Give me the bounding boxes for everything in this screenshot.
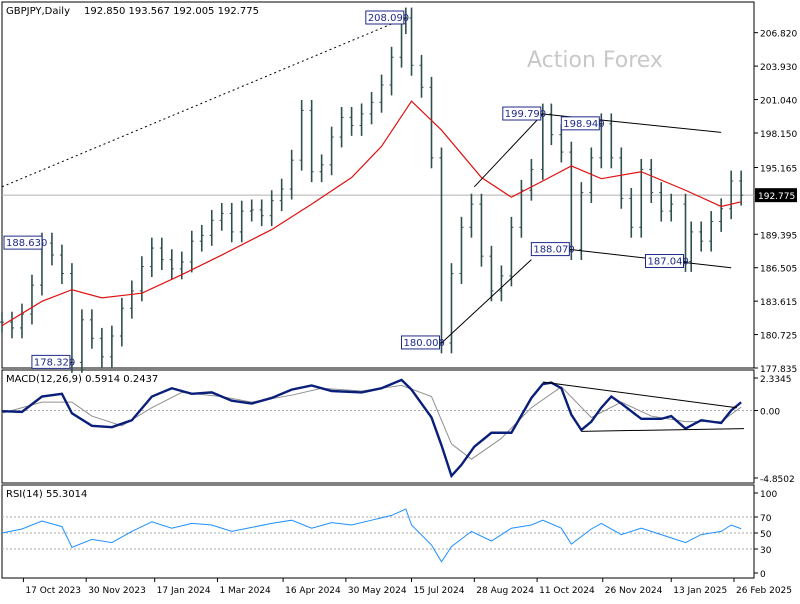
price-plot: 208.090 199.790 198.940 188.630 188.070 187.0… xyxy=(0,7,754,373)
macd-line xyxy=(1,378,742,479)
price-tick-label: 206.820 xyxy=(760,30,797,40)
annotation-box xyxy=(31,354,71,369)
x-tick-label: 16 Apr 2024 xyxy=(285,586,341,596)
rsi-panel-frame xyxy=(1,484,755,579)
moving-average-line xyxy=(1,100,742,327)
rsi-line xyxy=(1,508,742,563)
macd-trendline xyxy=(581,428,745,432)
annotation-box xyxy=(502,106,542,121)
price-tick-label: 201.040 xyxy=(760,97,797,107)
macd-tick-label: 0.00 xyxy=(760,407,780,417)
symbol-label: GBPJPY,Daily xyxy=(6,6,70,17)
annotation-label: 208.090 xyxy=(368,13,409,24)
x-tick-label: 13 Jan 2025 xyxy=(673,586,727,596)
current-price-box xyxy=(755,188,797,203)
price-tick-label: 203.930 xyxy=(760,63,797,73)
annotation-box xyxy=(644,254,684,269)
macd-title: MACD(12,26,9) 0.5914 0.2437 xyxy=(6,374,158,385)
x-tick-label: 26 Nov 2024 xyxy=(605,586,663,596)
rsi-plot xyxy=(1,508,754,563)
price-tick-label: 183.615 xyxy=(760,298,797,308)
x-tick-label: 17 Jan 2024 xyxy=(157,586,211,596)
annotation-label: 178.320 xyxy=(34,357,75,368)
annotation-label: 187.040 xyxy=(647,257,688,268)
price-tick-label: 180.725 xyxy=(760,332,797,342)
annotation-box xyxy=(365,10,405,25)
annotation-label: 199.790 xyxy=(505,109,546,120)
rsi-tick-label: 50 xyxy=(760,530,772,540)
price-tick-label: 189.395 xyxy=(760,231,797,241)
price-tick-label: 177.835 xyxy=(760,365,797,375)
axes: 206.820 203.930 201.040 198.150 195.165 192.7… xyxy=(22,30,797,596)
x-tick-label: 17 Oct 2023 xyxy=(25,586,81,596)
x-tick-label: 1 Mar 2024 xyxy=(219,586,271,596)
current-price-label: 192.775 xyxy=(758,192,795,202)
annotation-box xyxy=(530,242,570,257)
rsi-tick-label: 100 xyxy=(760,490,777,500)
annotation-box xyxy=(400,335,440,350)
x-tick-label: 26 Feb 2025 xyxy=(736,586,792,596)
annotation-label: 198.940 xyxy=(563,119,604,130)
price-tick-label: 198.150 xyxy=(760,130,797,140)
price-trendline xyxy=(473,113,544,188)
macd-plot xyxy=(1,378,754,479)
price-tick-label: 186.505 xyxy=(760,265,797,275)
x-tick-label: 30 May 2024 xyxy=(348,586,407,596)
macd-trendline xyxy=(542,381,737,409)
annotation-label: 180.000 xyxy=(403,338,444,349)
rsi-tick-label: 70 xyxy=(760,514,772,524)
ohlc-readout: 192.850 193.567 192.005 192.775 xyxy=(84,6,259,17)
price-trendline xyxy=(441,259,532,344)
rsi-tick-label: 0 xyxy=(760,570,766,580)
macd-tick-label: 2.3345 xyxy=(760,375,792,385)
price-tick-label: 195.165 xyxy=(760,165,797,175)
annotation-label: 188.630 xyxy=(6,238,47,249)
price-panel-frame xyxy=(1,1,755,369)
annotation-box xyxy=(560,116,600,131)
x-tick-label: 30 Nov 2023 xyxy=(88,586,146,596)
rsi-tick-label: 30 xyxy=(760,546,772,556)
rsi-title: RSI(14) 55.3014 xyxy=(6,489,87,500)
x-tick-label: 11 Oct 2024 xyxy=(539,586,595,596)
watermark: Action Forex xyxy=(527,48,663,73)
macd-tick-label: -4.8502 xyxy=(760,475,795,485)
x-tick-label: 28 Aug 2024 xyxy=(476,586,534,596)
x-tick-label: 15 Jul 2024 xyxy=(414,586,465,596)
annotation-label: 188.070 xyxy=(533,245,574,256)
macd-panel-frame xyxy=(1,369,755,484)
annotation-box xyxy=(3,235,43,250)
